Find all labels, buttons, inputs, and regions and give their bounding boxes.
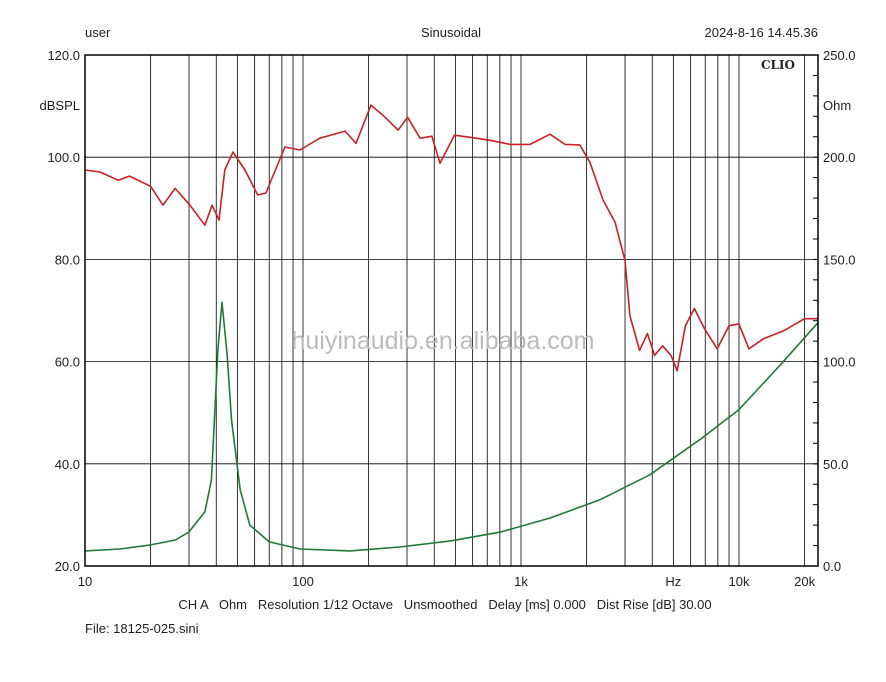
y-tick-label: 40.0	[55, 457, 80, 472]
series-line-spl	[84, 104, 818, 372]
y2-tick-label: 200.0	[823, 150, 856, 165]
y-axis-label: dBSPL	[40, 98, 80, 113]
footer-settings: CH A Ohm Resolution 1/12 Octave Unsmooth…	[178, 597, 711, 612]
y2-tick-label: 100.0	[823, 355, 856, 370]
y-tick-label: 80.0	[55, 252, 80, 267]
y2-axis-label: Ohm	[823, 98, 851, 113]
header-datetime: 2024-8-16 14.45.36	[705, 25, 818, 40]
y2-tick-label: 0.0	[823, 559, 841, 574]
x-tick-label: 10	[78, 574, 92, 589]
y-tick-label: 20.0	[55, 559, 80, 574]
y-tick-label: 100.0	[47, 150, 80, 165]
y2-tick-label: 150.0	[823, 252, 856, 267]
y-tick-label: 60.0	[55, 355, 80, 370]
x-tick-label: 1k	[514, 574, 528, 589]
footer-file: File: 18125-025.sini	[85, 621, 199, 636]
brand-label: CLIO	[761, 58, 795, 72]
y-tick-label: 120.0	[47, 48, 80, 63]
axes: 20.0 0.0 40.0 50.0 60.0 100.0 80.0 150.0 100.0 20…	[47, 48, 855, 589]
header-user: user	[85, 25, 111, 40]
watermark: huiyinaudio.en.alibaba.com	[292, 327, 595, 355]
plot-frame	[84, 54, 819, 567]
series-group	[84, 104, 819, 552]
header-mode: Sinusoidal	[421, 25, 481, 40]
x-tick-label: 10k	[729, 574, 750, 589]
x-tick-label: 100	[292, 574, 314, 589]
x-tick-label: 20k	[794, 574, 815, 589]
x-tick-label: Hz	[665, 574, 681, 589]
series-line-impedance	[84, 301, 819, 552]
grid	[85, 55, 818, 566]
y2-tick-label: 250.0	[823, 48, 856, 63]
y2-tick-label: 50.0	[823, 457, 848, 472]
